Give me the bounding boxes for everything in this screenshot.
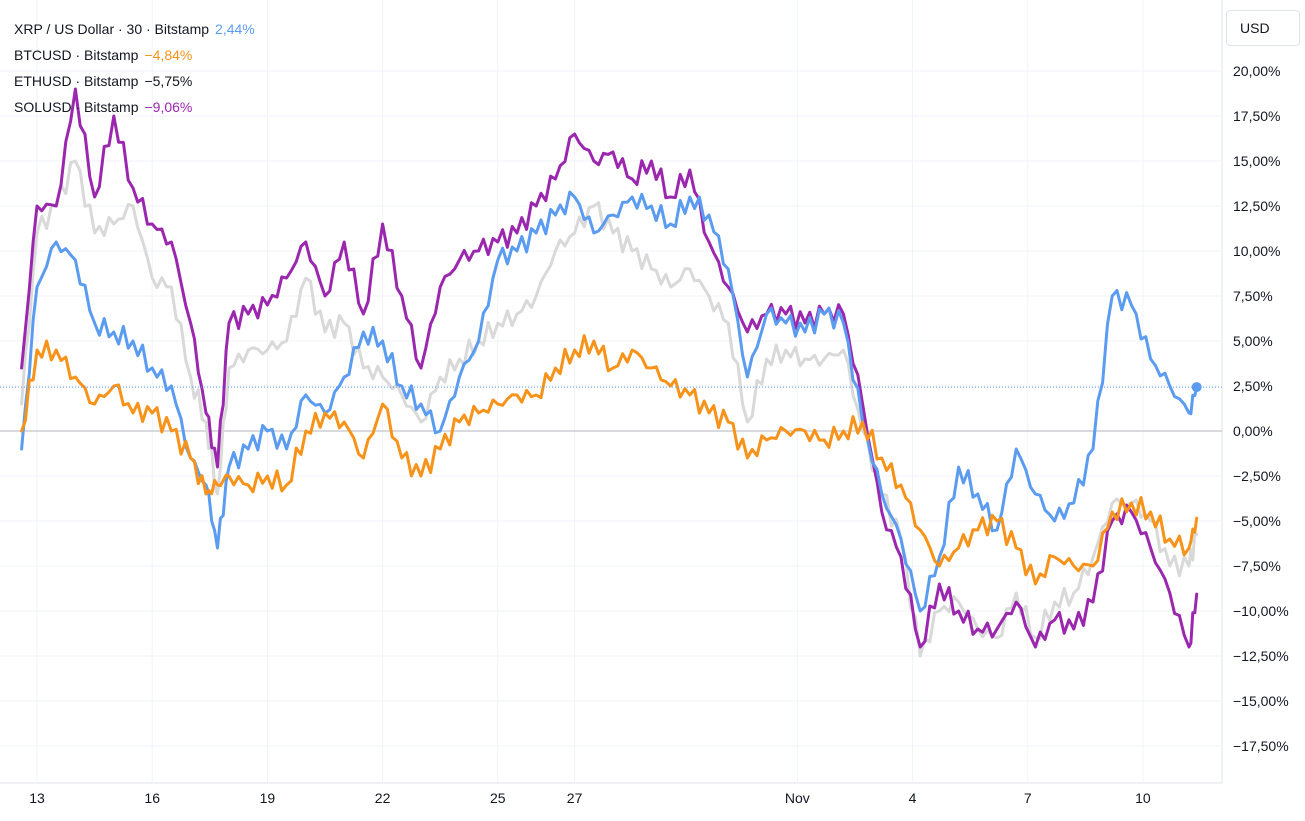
y-tick-label: −5,00% [1233,513,1281,529]
series-line [20,190,1199,613]
legend-name: ETHUSD · Bitstamp [14,73,139,89]
legend-change: −5,75% [144,73,193,89]
y-tick-label: 2,50% [1233,378,1273,394]
x-tick-label: 7 [1024,790,1032,806]
series-line [20,159,1199,658]
x-tick-label: 13 [29,790,45,806]
series-line [20,87,1199,649]
y-tick-label: −15,00% [1233,693,1289,709]
y-tick-label: −12,50% [1233,648,1289,664]
x-tick-label: 19 [260,790,276,806]
y-tick-label: 20,00% [1233,63,1280,79]
legend-change: 2,44% [215,21,255,37]
legend-name: SOLUSD · Bitstamp [14,99,139,115]
y-tick-label: −7,50% [1233,558,1281,574]
y-tick-label: −17,50% [1233,738,1289,754]
legend-row-sol[interactable]: SOLUSD · Bitstamp −9,06% [14,94,255,120]
x-tick-label: 4 [909,790,917,806]
y-tick-label: −2,50% [1233,468,1281,484]
x-tick-label: 10 [1135,790,1151,806]
x-tick-label: 25 [490,790,506,806]
legend-row-btc[interactable]: BTCUSD · Bitstamp −4,84% [14,42,255,68]
legend-row-xrp[interactable]: XRP / US Dollar · 30 · Bitstamp 2,44% [14,16,255,42]
legend-name: BTCUSD · Bitstamp [14,47,139,63]
legend: XRP / US Dollar · 30 · Bitstamp 2,44% BTC… [14,16,255,120]
x-tick-label: 22 [375,790,391,806]
last-value-dot [1191,382,1202,393]
y-tick-label: −10,00% [1233,603,1289,619]
x-tick-label: 27 [567,790,583,806]
y-tick-label: 5,00% [1233,333,1273,349]
legend-change: −4,84% [144,47,193,63]
currency-label: USD [1240,20,1270,36]
y-tick-label: 15,00% [1233,153,1280,169]
x-tick-label: 16 [144,790,160,806]
y-tick-label: 12,50% [1233,198,1280,214]
y-tick-label: 17,50% [1233,108,1280,124]
legend-change: −9,06% [144,99,193,115]
series-line [20,334,1199,586]
y-tick-label: 0,00% [1233,423,1273,439]
x-tick-label: Nov [785,790,810,806]
legend-name: XRP / US Dollar · 30 · Bitstamp [14,21,210,37]
y-tick-label: 7,50% [1233,288,1273,304]
currency-selector[interactable]: USD [1226,10,1300,46]
y-tick-label: 10,00% [1233,243,1280,259]
legend-row-eth[interactable]: ETHUSD · Bitstamp −5,75% [14,68,255,94]
